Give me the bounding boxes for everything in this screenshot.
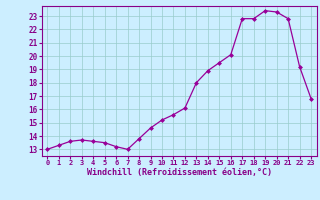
X-axis label: Windchill (Refroidissement éolien,°C): Windchill (Refroidissement éolien,°C) [87, 168, 272, 177]
